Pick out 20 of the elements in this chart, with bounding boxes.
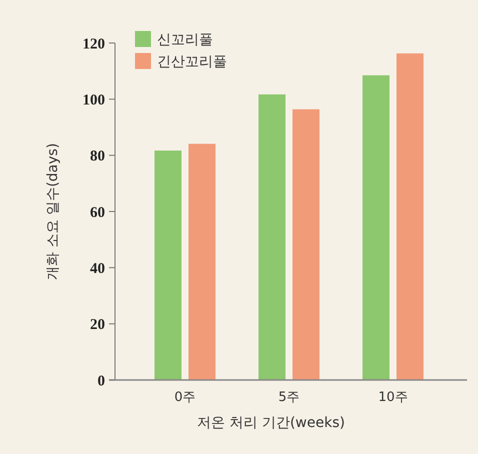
x-tick-label: 0주 xyxy=(174,390,196,405)
bar xyxy=(154,150,182,380)
x-tick-label: 10주 xyxy=(378,390,408,405)
y-tick-label: 40 xyxy=(90,260,105,277)
bar xyxy=(396,53,424,380)
y-tick-label: 100 xyxy=(82,92,105,108)
legend-label: 신꼬리풀 xyxy=(157,32,213,48)
legend-label: 긴산꼬리풀 xyxy=(157,54,227,70)
y-axis-title: 개화 소요 일수(days) xyxy=(45,143,61,280)
y-tick-label: 0 xyxy=(98,373,105,390)
bar xyxy=(258,94,286,380)
y-tick-label: 80 xyxy=(90,148,105,165)
bar xyxy=(362,75,390,380)
y-tick-label: 20 xyxy=(90,317,105,334)
x-tick-label: 5주 xyxy=(278,390,300,405)
y-tick-label: 60 xyxy=(90,204,105,221)
bar xyxy=(188,144,216,380)
bar xyxy=(292,109,320,380)
y-tick-label: 120 xyxy=(82,36,105,52)
x-axis-title: 저온 처리 기간(weeks) xyxy=(197,415,345,431)
